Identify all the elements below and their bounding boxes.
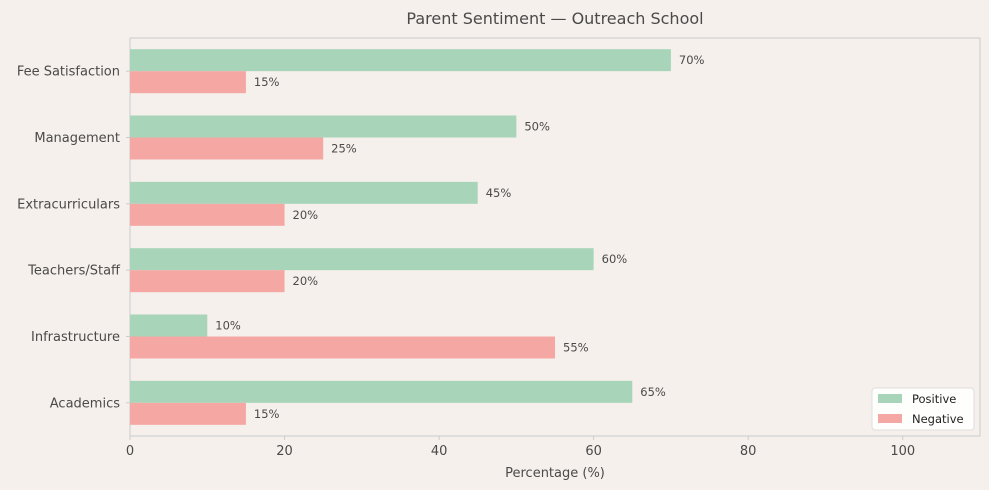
bar-value-label-negative-extracurriculars: 20% [293, 208, 319, 222]
bar-positive-fee-satisfaction [130, 49, 671, 72]
bar-positive-management [130, 115, 517, 138]
bar-value-label-positive-fee-satisfaction: 70% [679, 53, 705, 67]
bar-value-label-positive-extracurriculars: 45% [486, 186, 512, 200]
legend-label-negative: Negative [912, 412, 964, 426]
x-axis: 0 20 40 60 80 100 [126, 436, 915, 459]
bar-negative-infrastructure [130, 336, 555, 359]
x-tick-label: 40 [431, 444, 448, 459]
bar-positive-academics [130, 380, 633, 403]
bar-negative-extracurriculars [130, 203, 285, 226]
bar-value-label-negative-management: 25% [331, 142, 357, 156]
bar-negative-fee-satisfaction [130, 71, 246, 94]
y-axis: Fee Satisfaction Management Extracurricula… [17, 65, 130, 411]
bars-layer: 70% 15% 50% 25% 45% 20% 60% 20% 10% 55% 65% 15% [130, 49, 705, 425]
legend: Positive Negative [871, 387, 975, 431]
x-tick-label: 0 [126, 444, 134, 459]
bar-positive-infrastructure [130, 314, 208, 337]
y-tick-label-academics: Academics [50, 396, 120, 411]
x-tick-label: 60 [585, 444, 602, 459]
bar-value-label-positive-management: 50% [524, 120, 550, 134]
x-tick-label: 100 [890, 444, 915, 459]
y-tick-label-fee-satisfaction: Fee Satisfaction [17, 65, 120, 80]
bar-positive-teachers-staff [130, 248, 594, 271]
bar-value-label-positive-teachers-staff: 60% [602, 252, 628, 266]
bar-value-label-positive-infrastructure: 10% [215, 319, 241, 333]
chart-title: Parent Sentiment — Outreach School [406, 9, 703, 28]
bar-value-label-negative-fee-satisfaction: 15% [254, 75, 280, 89]
legend-label-positive: Positive [912, 392, 956, 406]
legend-swatch-negative [878, 414, 902, 423]
bar-value-label-negative-infrastructure: 55% [563, 341, 589, 355]
y-tick-label-teachers-staff: Teachers/Staff [27, 264, 121, 279]
bar-negative-teachers-staff [130, 270, 285, 293]
bar-positive-extracurriculars [130, 181, 478, 204]
plot-area [129, 37, 981, 437]
legend-swatch-positive [878, 394, 902, 403]
y-tick-label-extracurriculars: Extracurriculars [17, 197, 120, 212]
bar-negative-academics [130, 402, 246, 425]
y-tick-label-infrastructure: Infrastructure [31, 330, 120, 345]
x-tick-label: 80 [740, 444, 757, 459]
bar-value-label-negative-academics: 15% [254, 407, 280, 421]
x-axis-label: Percentage (%) [505, 466, 605, 481]
bar-value-label-positive-academics: 65% [640, 385, 666, 399]
bar-negative-management [130, 137, 324, 160]
x-tick-label: 20 [276, 444, 293, 459]
bar-value-label-negative-teachers-staff: 20% [293, 274, 319, 288]
y-tick-label-management: Management [34, 131, 120, 146]
